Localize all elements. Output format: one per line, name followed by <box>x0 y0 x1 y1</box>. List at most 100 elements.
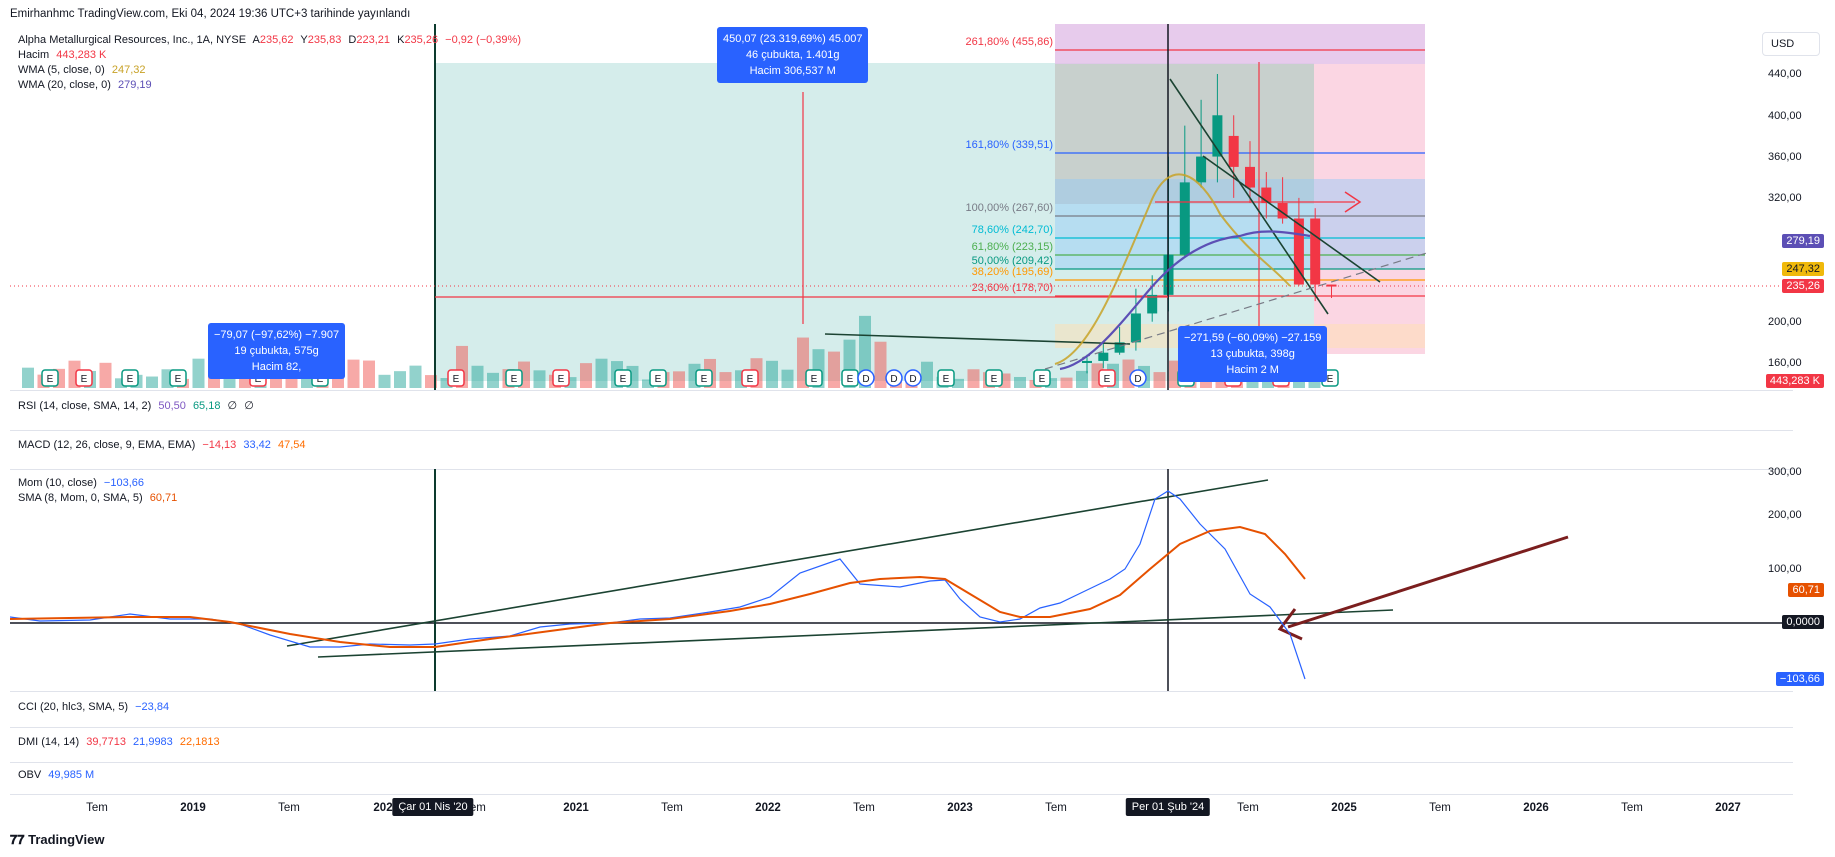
macd-line-value: 33,42 <box>243 439 271 451</box>
fib-red-zone <box>1314 64 1425 354</box>
volume-bar <box>1014 376 1026 388</box>
marker-label: E <box>811 374 818 385</box>
candle-body <box>1114 342 1125 353</box>
macd-pane[interactable]: MACD (12, 26, close, 9, EMA, EMA) −14,13… <box>10 430 1793 470</box>
cci-pane[interactable]: CCI (20, hlc3, SMA, 5) −23,84 <box>10 691 1793 728</box>
volume-bar <box>719 372 732 388</box>
dmi-pane[interactable]: DMI (14, 14) 39,7713 21,9983 22,1813 <box>10 727 1793 763</box>
momentum-axis[interactable]: 300,00 200,00 100,00 60,71 0,0000 −103,6… <box>1760 466 1830 691</box>
price-tick: 400,00 <box>1768 110 1802 122</box>
time-tick: Tem <box>661 802 683 814</box>
marker-label: E <box>47 374 54 385</box>
candle-body <box>1179 182 1190 255</box>
measure-left-line3: Hacim 82, <box>251 361 302 373</box>
momentum-pane[interactable]: Mom (10, close) −103,66 SMA (8, Mom, 0, … <box>10 469 1793 692</box>
symbol-label: Alpha Metallurgical Resources, Inc., 1A,… <box>18 34 247 46</box>
dmi-legend: DMI (14, 14) 39,7713 21,9983 22,1813 <box>18 736 224 748</box>
time-axis[interactable]: Tem 2019 Tem 202 Tem 2021 Tem 2022 Tem 2… <box>10 794 1793 822</box>
obv-value: 49,985 M <box>48 769 95 781</box>
marker-label: D <box>909 374 916 385</box>
time-tick: 2023 <box>947 802 973 814</box>
momentum-chart[interactable] <box>10 469 1793 691</box>
candle-body <box>1245 166 1255 188</box>
rsi-label: RSI (14, close, SMA, 14, 2) <box>18 400 152 412</box>
measure-up-line1: 450,07 (23.319,69%) 45.007 <box>723 33 863 45</box>
measure-left-line1: −79,07 (−97,62%) −7.907 <box>214 329 340 341</box>
dmi-minus-value: 22,1813 <box>179 736 220 748</box>
volume-bar <box>828 351 840 388</box>
marker-label: D <box>862 374 869 385</box>
fib-blue-zone <box>1055 179 1425 269</box>
volume-bar <box>363 360 375 388</box>
candle-body <box>1326 284 1337 287</box>
macd-signal-value: 47,54 <box>277 439 306 451</box>
wma20-value: 279,19 <box>117 79 152 91</box>
price-pane[interactable]: EEEEEEEEEEEEEEEDDDEEEEDEEEE Alpha Metall… <box>10 24 1793 391</box>
volume-value: 443,283 K <box>56 49 107 61</box>
volume-bar <box>781 369 794 388</box>
measure-left-line2: 19 çubukta, 575g <box>234 345 319 357</box>
candle-body <box>1147 294 1158 314</box>
obv-pane[interactable]: OBV 49,985 M <box>10 762 1793 795</box>
dividend-marker <box>904 369 922 387</box>
currency-button[interactable]: USD <box>1762 32 1820 56</box>
volume-bar <box>22 367 34 388</box>
fib-level-label: 23,60% (178,70) <box>971 282 1053 294</box>
open-value: 235,62 <box>259 34 294 46</box>
mom-line <box>10 490 1306 680</box>
cci-value: −23,84 <box>135 701 170 713</box>
rsi-pane[interactable]: RSI (14, close, SMA, 14, 2) 50,50 65,18 … <box>10 390 1793 431</box>
fib-level-label: 50,00% (209,42) <box>971 255 1053 267</box>
marker-label: E <box>511 374 518 385</box>
mom-value: −103,66 <box>103 477 144 489</box>
wma20-line <box>1059 230 1311 371</box>
volume-bar <box>595 358 608 388</box>
mom-tick: 200,00 <box>1768 509 1802 521</box>
open-label: A <box>252 34 260 46</box>
low-label: D <box>348 34 357 46</box>
mom-value-badge: −103,66 <box>1775 672 1824 686</box>
mom-label: Mom (10, close) <box>18 477 97 489</box>
measure-box-right[interactable]: −271,59 (−60,09%) −27.159 13 çubukta, 39… <box>1178 326 1328 382</box>
dmi-label: DMI (14, 14) <box>18 736 80 748</box>
wma5-value: 247,32 <box>111 64 146 76</box>
volume-bar <box>378 374 391 388</box>
price-axis[interactable]: 440,00 400,00 360,00 320,00 200,00 160,0… <box>1760 24 1830 390</box>
wma5-line <box>1054 173 1291 365</box>
time-tick: Tem <box>278 802 300 814</box>
time-tick: Tem <box>1621 802 1643 814</box>
earnings-marker <box>552 369 570 387</box>
obv-legend: OBV 49,985 M <box>18 769 98 781</box>
price-tick: 360,00 <box>1768 151 1802 163</box>
earnings-marker <box>169 369 187 387</box>
volume-bar <box>146 376 158 388</box>
dmi-adx-value: 39,7713 <box>86 736 126 748</box>
marker-label: E <box>655 374 662 385</box>
fib-level-label: 100,00% (267,60) <box>965 202 1053 214</box>
main-legend: Alpha Metallurgical Resources, Inc., 1A,… <box>18 34 525 91</box>
volume-bar <box>564 377 577 388</box>
fib-level-label: 61,80% (223,15) <box>971 241 1053 253</box>
earnings-marker <box>741 369 759 387</box>
earnings-marker <box>505 369 523 387</box>
volume-bar <box>192 358 205 388</box>
volume-bar <box>580 363 592 388</box>
tradingview-logo[interactable]: 𝟕𝟕 TradingView <box>10 832 104 848</box>
marker-label: E <box>1104 374 1111 385</box>
rsi-band-lower: ∅ <box>244 400 254 412</box>
low-value: 223,21 <box>356 34 391 46</box>
time-tick: Tem <box>1237 802 1259 814</box>
time-tick: 2026 <box>1523 802 1549 814</box>
price-tick: 440,00 <box>1768 68 1802 80</box>
momentum-legend: Mom (10, close) −103,66 SMA (8, Mom, 0, … <box>18 477 181 504</box>
time-tick: 2021 <box>563 802 589 814</box>
mom-sma-value: 60,71 <box>149 492 178 504</box>
rsi-band-upper: ∅ <box>227 400 238 412</box>
earnings-marker <box>447 369 465 387</box>
measure-box-up[interactable]: 450,07 (23.319,69%) 45.007 46 çubukta, 1… <box>717 27 869 83</box>
volume-bar <box>99 362 112 388</box>
marker-label: E <box>317 374 324 385</box>
time-tick: 2025 <box>1331 802 1357 814</box>
measure-box-left[interactable]: −79,07 (−97,62%) −7.907 19 çubukta, 575g… <box>208 323 346 379</box>
cci-legend: CCI (20, hlc3, SMA, 5) −23,84 <box>18 701 173 713</box>
